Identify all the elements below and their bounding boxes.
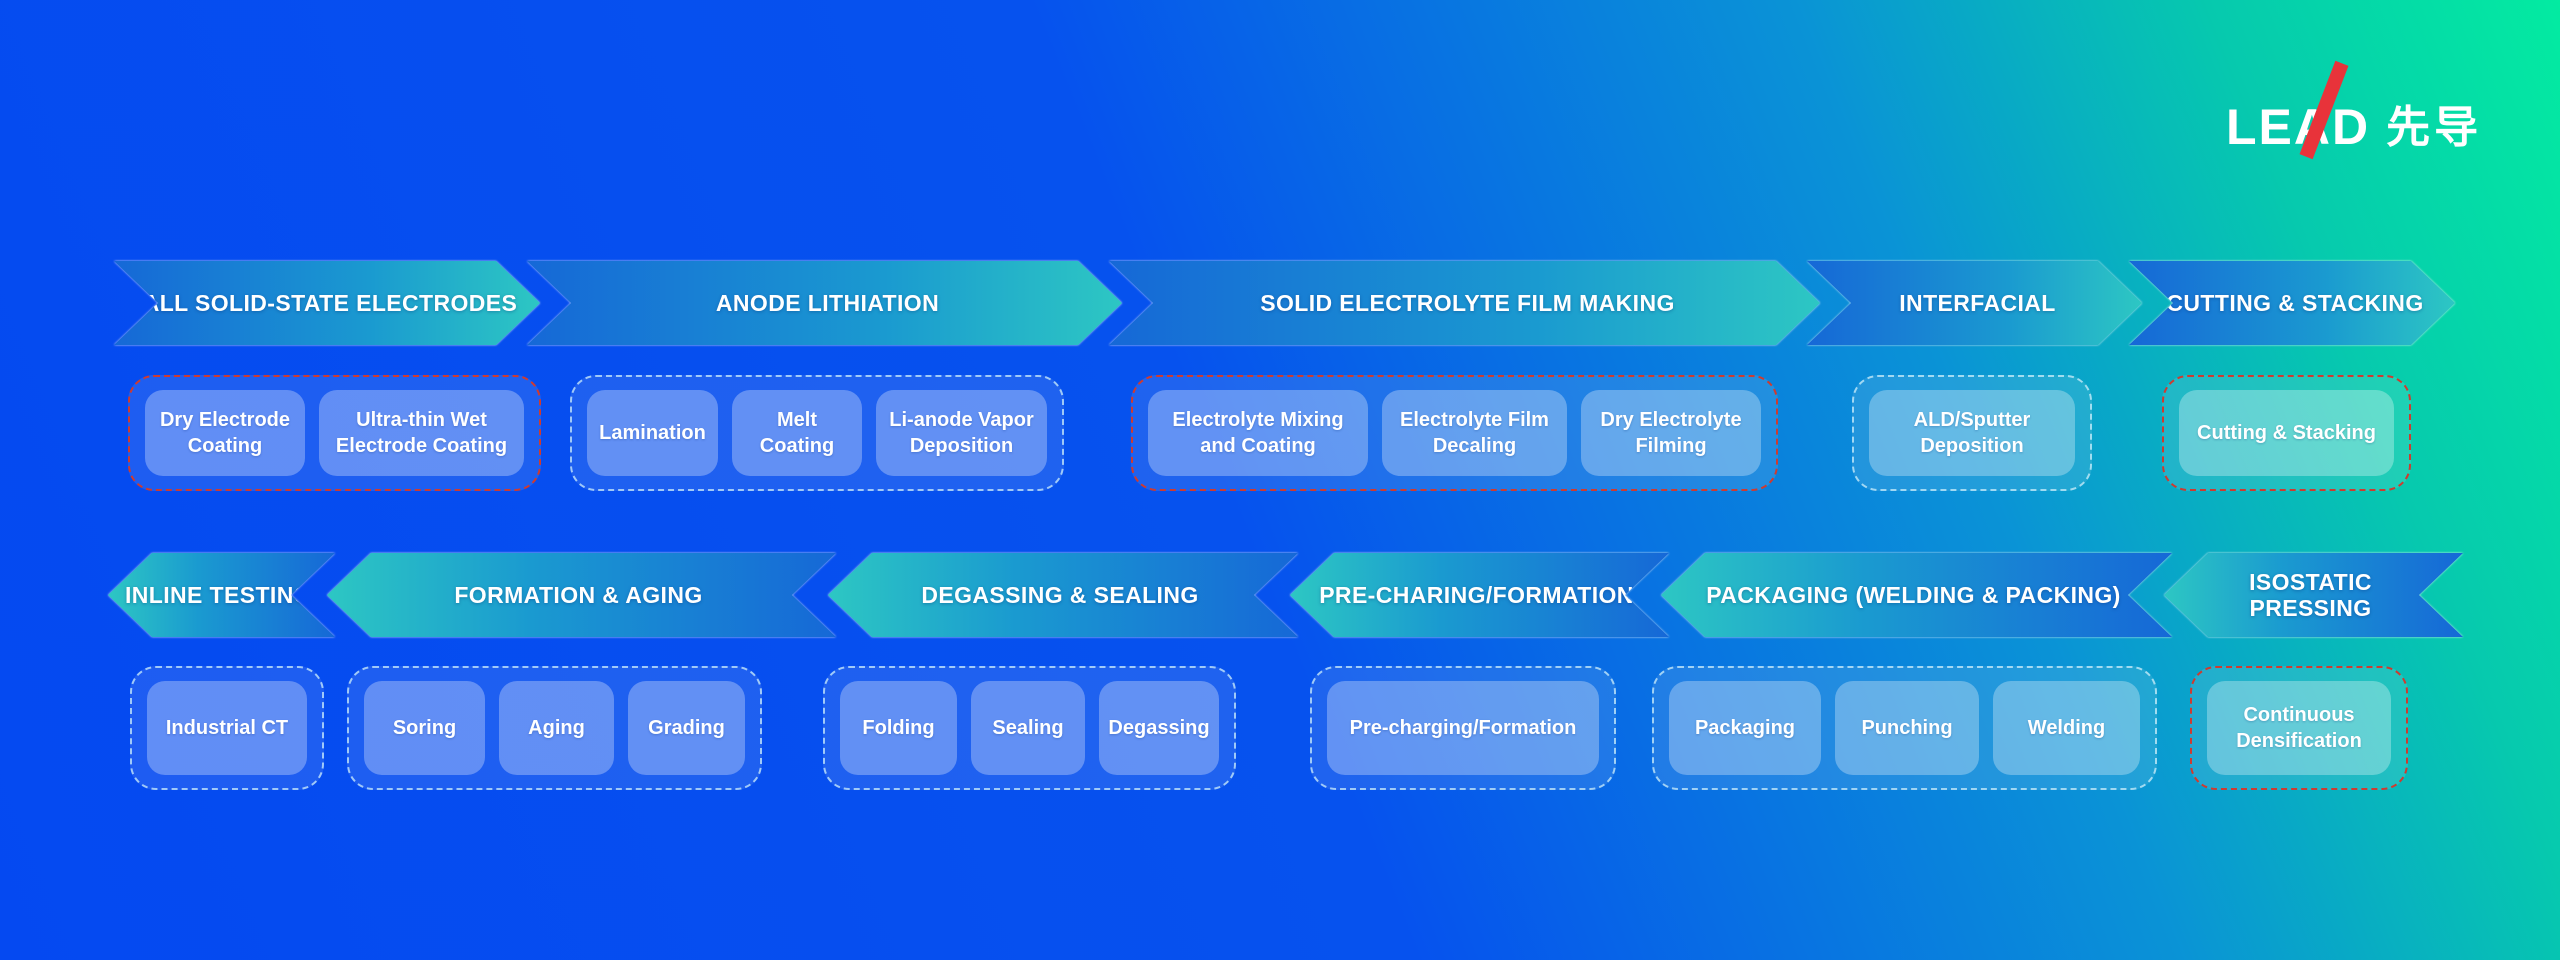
group-interfacial-steps: ALD/Sputter Deposition (1852, 375, 2092, 491)
step-melt-coating: Melt Coating (732, 390, 862, 476)
lead-wordmark: LEAD (2226, 60, 2371, 160)
step-degassing: Degassing (1099, 681, 1219, 775)
group-electrolyte-film-steps: Electrolyte Mixing and Coating Electroly… (1131, 375, 1778, 491)
stage-packaging-welding-packing: PACKAGING (WELDING & PACKING) (1661, 553, 2172, 637)
group-anode-lithiation-steps: Lamination Melt Coating Li-anode Vapor D… (570, 375, 1064, 491)
step-li-anode-vapor-deposition: Li-anode Vapor Deposition (876, 390, 1047, 476)
step-continuous-densification: Continuous Densification (2207, 681, 2391, 775)
stage-pre-charing-formation: PRE-CHARING/FORMATION (1290, 553, 1669, 637)
step-industrial-ct: Industrial CT (147, 681, 307, 775)
stage-label: CUTTING & STACKING (2166, 289, 2424, 316)
step-welding: Welding (1993, 681, 2140, 775)
stage-label: ISOSTATIC PRESSING (2249, 568, 2372, 621)
group-isostatic-pressing-steps: Continuous Densification (2190, 666, 2408, 790)
stage-label: INLINE TESTING (124, 581, 313, 608)
step-ald-sputter-deposition: ALD/Sputter Deposition (1869, 390, 2075, 476)
group-electrode-steps: Dry Electrode Coating Ultra-thin Wet Ele… (128, 375, 541, 491)
step-punching: Punching (1835, 681, 1979, 775)
group-formation-aging-steps: Soring Aging Grading (347, 666, 762, 790)
lead-cjk-text: 先导 (2386, 103, 2483, 153)
stage-label: DEGASSING & SEALING (921, 581, 1199, 608)
stage-degassing-sealing: DEGASSING & SEALING (828, 553, 1298, 637)
stage-all-solid-state-electrodes: ALL SOLID-STATE ELECTRODES (114, 261, 540, 345)
group-pre-charging-steps: Pre-charging/Formation (1310, 666, 1616, 790)
stage-label: ALL SOLID-STATE ELECTRODES (142, 289, 518, 316)
group-inline-testing-steps: Industrial CT (130, 666, 324, 790)
step-cutting-stacking: Cutting & Stacking (2179, 390, 2394, 476)
stage-solid-electrolyte-film-making: SOLID ELECTROLYTE FILM MAKING (1109, 261, 1820, 345)
stage-isostatic-pressing: ISOSTATIC PRESSING (2164, 553, 2463, 637)
lead-wordmark-text: LEAD (2226, 99, 2371, 155)
stage-label: SOLID ELECTROLYTE FILM MAKING (1260, 289, 1675, 316)
stage-label: PRE-CHARING/FORMATION (1319, 581, 1634, 608)
stage-label: FORMATION & AGING (454, 581, 703, 608)
stage-label: ANODE LITHIATION (715, 289, 940, 316)
step-electrolyte-mixing-and-coating: Electrolyte Mixing and Coating (1148, 390, 1368, 476)
stage-inline-testing: INLINE TESTING (108, 553, 335, 637)
stage-anode-lithiation: ANODE LITHIATION (527, 261, 1122, 345)
step-folding: Folding (840, 681, 957, 775)
stage-label: PACKAGING (WELDING & PACKING) (1706, 581, 2121, 608)
step-sealing: Sealing (971, 681, 1085, 775)
step-ultra-thin-wet-electrode-coating: Ultra-thin Wet Electrode Coating (319, 390, 524, 476)
step-pre-charging-formation: Pre-charging/Formation (1327, 681, 1599, 775)
stage-formation-aging: FORMATION & AGING (327, 553, 836, 637)
lead-logo: LEAD 先导 (2226, 60, 2483, 160)
stage-label: INTERFACIAL (1899, 289, 2056, 316)
step-electrolyte-film-decaling: Electrolyte Film Decaling (1382, 390, 1567, 476)
step-packaging: Packaging (1669, 681, 1821, 775)
group-packaging-steps: Packaging Punching Welding (1652, 666, 2157, 790)
stage-interfacial: INTERFACIAL (1807, 261, 2142, 345)
group-degassing-sealing-steps: Folding Sealing Degassing (823, 666, 1236, 790)
step-aging: Aging (499, 681, 614, 775)
step-soring: Soring (364, 681, 485, 775)
step-dry-electrolyte-filming: Dry Electrolyte Filming (1581, 390, 1761, 476)
step-lamination: Lamination (587, 390, 718, 476)
group-cutting-stacking-steps: Cutting & Stacking (2162, 375, 2411, 491)
step-grading: Grading (628, 681, 745, 775)
step-dry-electrode-coating: Dry Electrode Coating (145, 390, 305, 476)
stage-cutting-stacking: CUTTING & STACKING (2129, 261, 2455, 345)
